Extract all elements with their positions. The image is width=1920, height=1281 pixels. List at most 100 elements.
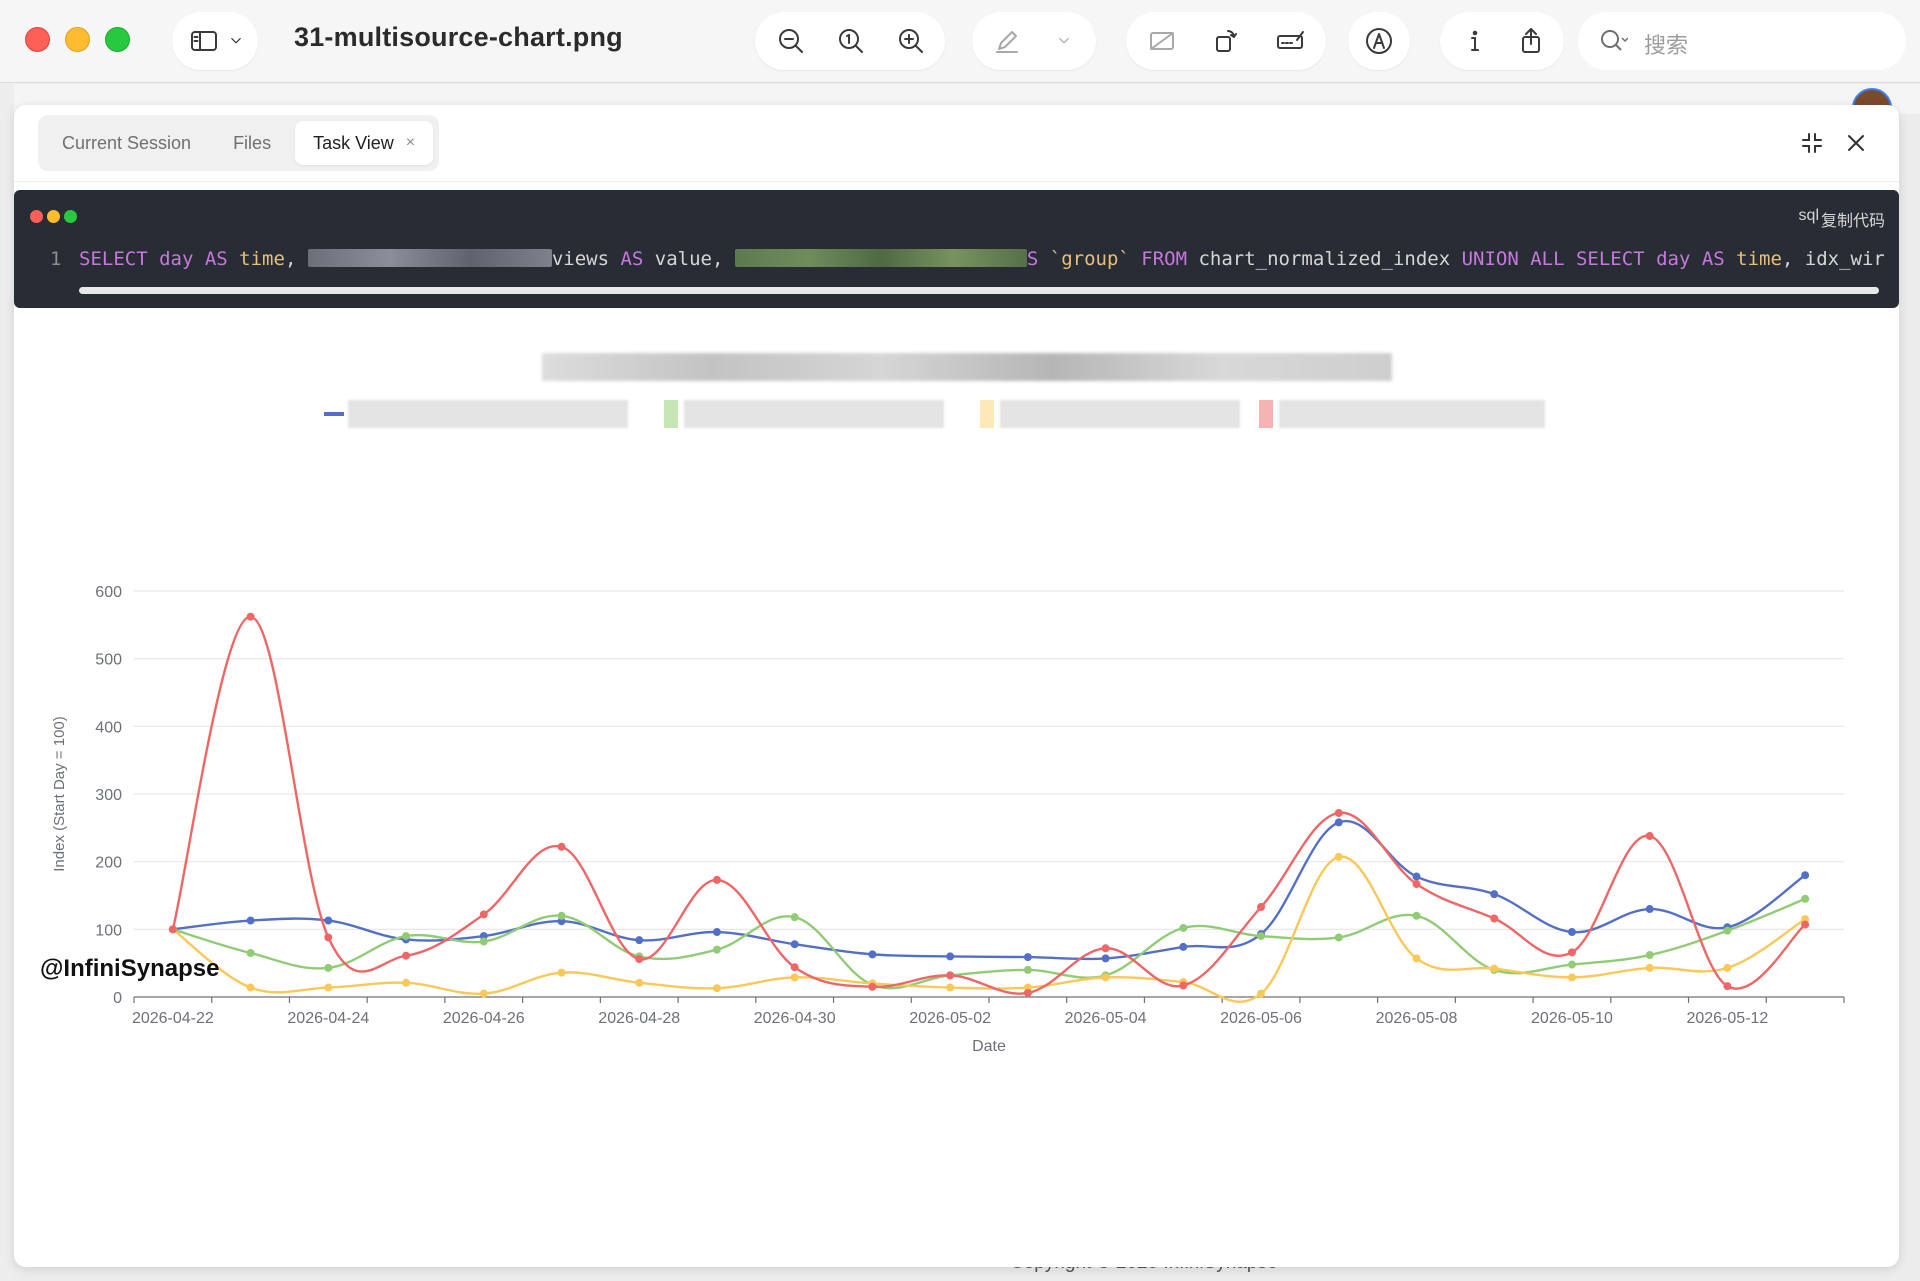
data-point [1101, 944, 1110, 953]
data-point [1334, 808, 1343, 817]
series-line-4 [171, 615, 1806, 995]
annotate-button[interactable] [1348, 12, 1410, 70]
data-point [1412, 954, 1421, 963]
sql-token: day [1644, 248, 1702, 270]
background-page-edge [0, 84, 14, 1281]
y-tick-label: 600 [95, 584, 122, 601]
data-point [1567, 928, 1576, 937]
x-tick-label: 2026-05-02 [909, 1010, 991, 1027]
info-icon[interactable] [1454, 12, 1496, 70]
sql-keyword: S [1026, 248, 1050, 270]
data-point [1179, 981, 1188, 990]
search-icon [1598, 26, 1629, 61]
close-icon[interactable] [1840, 127, 1872, 159]
tab-files[interactable]: Files [215, 121, 289, 165]
data-point [1257, 989, 1266, 998]
close-window-button[interactable] [25, 27, 50, 52]
minimize-window-button[interactable] [65, 27, 90, 52]
tab-label: Task View [313, 132, 394, 153]
sql-code-block: sql 复制代码 1 SELECT day AS time, views AS v… [14, 190, 1899, 308]
markup-pen-icon[interactable] [986, 12, 1028, 70]
data-point [1490, 914, 1499, 923]
data-point [946, 952, 955, 961]
tab-current-session[interactable]: Current Session [44, 121, 209, 165]
data-point [1412, 911, 1421, 920]
search-field[interactable]: 搜索 [1578, 12, 1906, 70]
sql-token: day [147, 248, 205, 270]
data-point [1801, 894, 1810, 903]
redacted-legend-label [684, 400, 944, 428]
series-line-1 [172, 819, 1806, 961]
sql-keyword: FROM [1129, 248, 1188, 270]
redacted-legend-label [1000, 400, 1240, 428]
data-point [712, 984, 721, 993]
sql-token: time [1724, 248, 1782, 270]
sidebar-icon [186, 12, 222, 70]
data-point [246, 983, 255, 992]
horizontal-scrollbar[interactable] [79, 287, 1879, 294]
share-icon[interactable] [1510, 12, 1552, 70]
data-point [635, 978, 644, 987]
y-tick-label: 400 [95, 719, 122, 736]
data-point [1723, 963, 1732, 972]
zoom-out-icon[interactable] [771, 12, 811, 70]
data-point [1567, 960, 1576, 969]
y-tick-label: 0 [113, 990, 122, 1007]
data-point [324, 963, 333, 972]
legend-swatch [664, 400, 678, 428]
data-point [402, 932, 411, 941]
rotate-icon[interactable] [1204, 12, 1248, 70]
data-point [557, 842, 566, 851]
fullscreen-window-button[interactable] [105, 27, 130, 52]
data-point [479, 910, 488, 919]
close-icon[interactable]: × [405, 134, 416, 151]
code-dot-yellow [47, 210, 60, 223]
y-tick-label: 300 [95, 787, 122, 804]
edit-controls [1126, 12, 1326, 70]
data-point [1257, 903, 1266, 912]
data-point [246, 916, 255, 925]
data-point [324, 983, 333, 992]
image-adjust-icon[interactable] [1140, 12, 1184, 70]
data-point [1645, 905, 1654, 914]
data-point [557, 911, 566, 920]
redacted-legend-label [348, 400, 628, 428]
sql-keyword: AS [204, 248, 228, 270]
data-point [1723, 982, 1732, 991]
x-tick-label: 2026-05-10 [1531, 1010, 1613, 1027]
data-point [557, 968, 566, 977]
chevron-down-icon[interactable] [1048, 12, 1080, 70]
data-point [1801, 920, 1810, 929]
tab-label: Files [233, 132, 272, 153]
zoom-actual-icon[interactable] [831, 12, 871, 70]
tab-task-view[interactable]: Task View × [295, 121, 434, 165]
code-line: 1 SELECT day AS time, views AS value, S `… [14, 248, 1884, 276]
code-dot-red [30, 210, 43, 223]
data-point [1101, 973, 1110, 982]
redacted-block [307, 249, 552, 267]
legend-swatch [1259, 400, 1273, 428]
signature-icon[interactable] [1266, 12, 1314, 70]
sidebar-toggle-button[interactable] [172, 12, 258, 70]
data-point [1023, 953, 1032, 962]
redacted-chart-title [542, 353, 1392, 381]
panel-tabs: Current Session Files Task View × [38, 115, 440, 171]
collapse-icon[interactable] [1796, 127, 1828, 159]
line-chart: 0 100 200 300 400 500 600 2026-04-22 2026-04-24 2… [51, 584, 1845, 1055]
zoom-in-icon[interactable] [891, 12, 931, 70]
data-point [712, 928, 721, 937]
info-share-controls [1440, 12, 1564, 70]
data-point [1023, 988, 1032, 997]
sql-keyword: UNION ALL SELECT [1461, 248, 1645, 270]
redacted-legend [324, 400, 1546, 428]
data-point [402, 978, 411, 987]
legend-swatch [980, 400, 994, 428]
task-panel: Current Session Files Task View × sql 复制… [14, 105, 1899, 1267]
document-title: 31-multisource-chart.png [294, 22, 623, 52]
sql-keyword: AS [1701, 248, 1725, 270]
data-point [1023, 965, 1032, 974]
data-point [1801, 871, 1810, 880]
copy-code-button[interactable]: 复制代码 [1820, 213, 1885, 230]
sql-token: value, [643, 248, 735, 270]
text-circle-icon [1359, 12, 1399, 70]
